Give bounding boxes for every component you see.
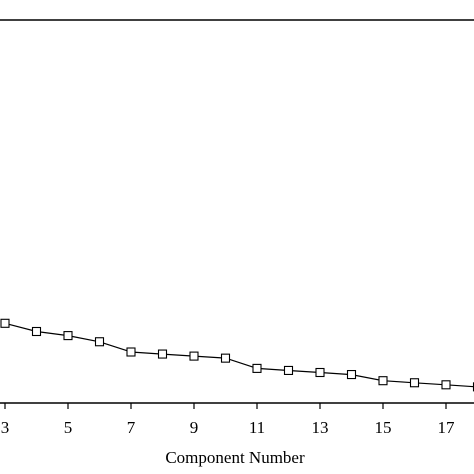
x-tick-label: 3 bbox=[1, 418, 10, 437]
data-point bbox=[63, 331, 73, 341]
x-tick-label: 15 bbox=[375, 418, 392, 437]
series-line bbox=[4, 322, 474, 388]
x-tick-labels: 3 5 7 9 11 13 15 17 bbox=[1, 418, 455, 437]
data-point bbox=[220, 353, 231, 363]
x-tick-label: 5 bbox=[64, 418, 73, 437]
series-markers bbox=[0, 318, 474, 392]
x-tick-label: 11 bbox=[249, 418, 265, 437]
x-ticks bbox=[4, 403, 447, 409]
data-point bbox=[409, 378, 420, 388]
data-point bbox=[283, 365, 294, 376]
data-point bbox=[189, 351, 199, 361]
data-point bbox=[252, 363, 262, 373]
data-point bbox=[31, 326, 42, 337]
data-point bbox=[0, 318, 10, 328]
x-tick-label: 9 bbox=[190, 418, 199, 437]
x-tick-label: 13 bbox=[312, 418, 329, 437]
data-point bbox=[315, 367, 325, 378]
x-tick-label: 17 bbox=[438, 418, 456, 437]
x-tick-label: 7 bbox=[127, 418, 136, 437]
data-point bbox=[378, 376, 388, 386]
x-axis-label: Component Number bbox=[165, 448, 305, 467]
data-point bbox=[157, 349, 168, 359]
data-point bbox=[94, 337, 105, 347]
data-point bbox=[441, 380, 451, 390]
data-point bbox=[126, 347, 136, 357]
data-point bbox=[346, 369, 357, 380]
